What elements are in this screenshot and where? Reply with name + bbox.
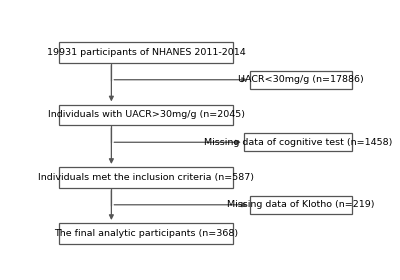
Text: Individuals with UACR>30mg/g (n=2045): Individuals with UACR>30mg/g (n=2045) bbox=[48, 111, 245, 120]
FancyBboxPatch shape bbox=[244, 134, 352, 151]
FancyBboxPatch shape bbox=[250, 196, 352, 214]
Text: Individuals met the inclusion criteria (n=587): Individuals met the inclusion criteria (… bbox=[38, 173, 254, 182]
Text: Missing data of Klotho (n=219): Missing data of Klotho (n=219) bbox=[227, 200, 375, 209]
Text: UACR<30mg/g (n=17886): UACR<30mg/g (n=17886) bbox=[238, 75, 364, 84]
Text: The final analytic participants (n=368): The final analytic participants (n=368) bbox=[54, 229, 238, 238]
FancyBboxPatch shape bbox=[59, 105, 233, 125]
Text: Missing data of cognitive test (n=1458): Missing data of cognitive test (n=1458) bbox=[204, 138, 392, 147]
FancyBboxPatch shape bbox=[59, 167, 233, 188]
FancyBboxPatch shape bbox=[250, 71, 352, 88]
Text: 19931 participants of NHANES 2011-2014: 19931 participants of NHANES 2011-2014 bbox=[47, 48, 246, 57]
FancyBboxPatch shape bbox=[59, 42, 233, 63]
FancyBboxPatch shape bbox=[59, 223, 233, 244]
